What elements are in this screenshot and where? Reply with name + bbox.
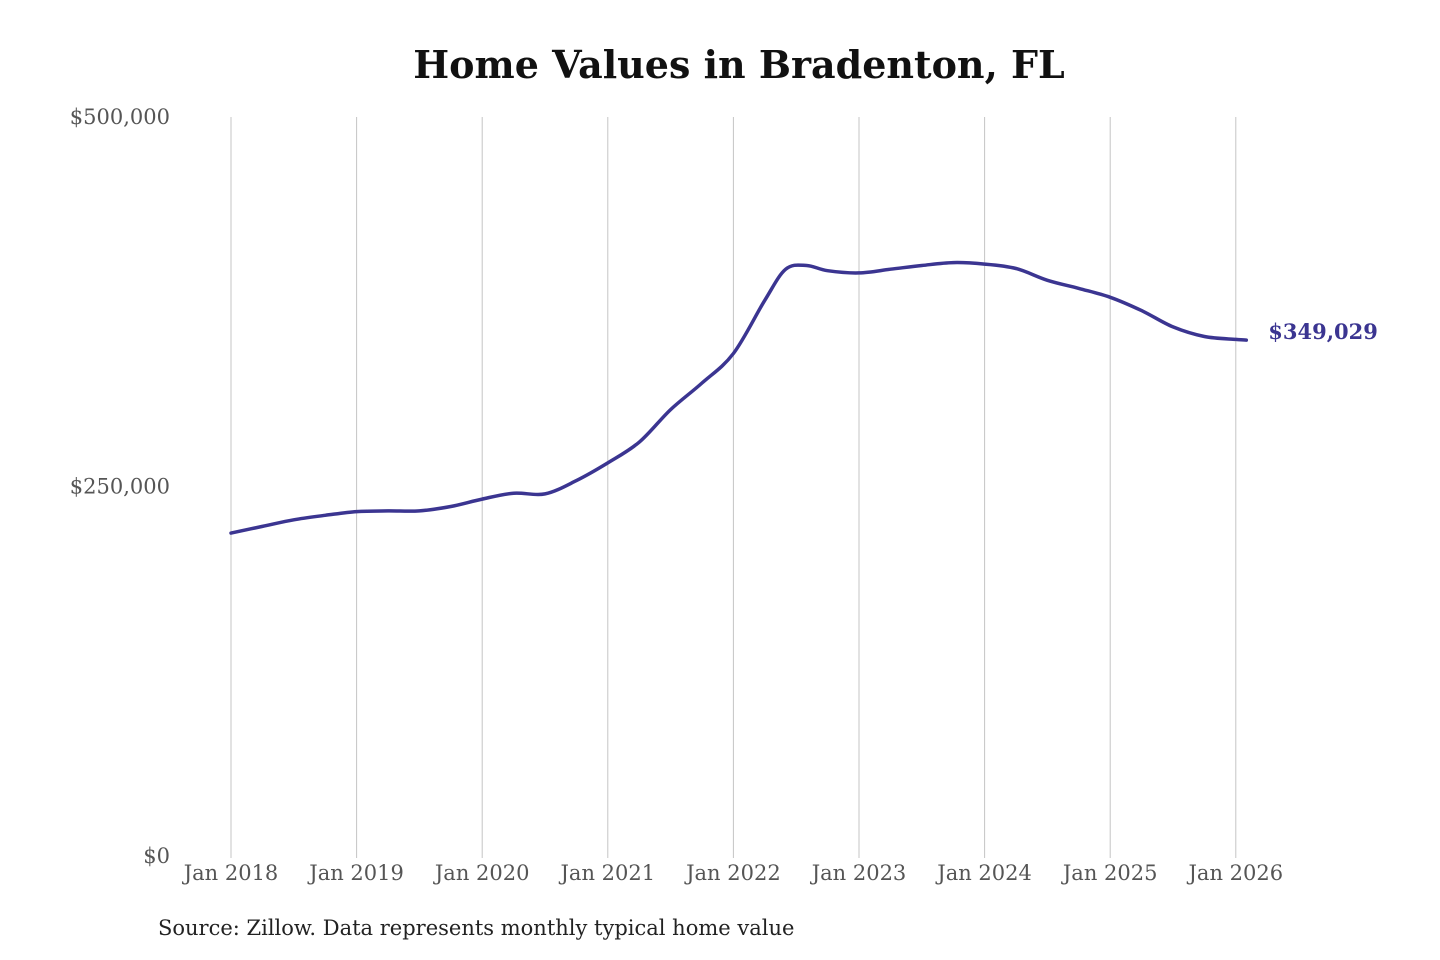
y-tick-label: $0 bbox=[143, 844, 170, 868]
x-tick-label: Jan 2020 bbox=[433, 861, 530, 885]
y-tick-label: $500,000 bbox=[70, 105, 170, 129]
x-tick-label: Jan 2026 bbox=[1187, 861, 1284, 885]
x-tick-label: Jan 2018 bbox=[182, 861, 279, 885]
y-tick-label: $250,000 bbox=[70, 475, 170, 499]
x-tick-label: Jan 2025 bbox=[1061, 861, 1158, 885]
x-tick-label: Jan 2023 bbox=[810, 861, 907, 885]
x-axis-tick-labels: Jan 2018 Jan 2019 Jan 2020 Jan 2021 Jan 2022… bbox=[182, 861, 1283, 885]
gridlines bbox=[230, 117, 1237, 858]
y-axis-tick-labels: $0 $250,000 $500,000 bbox=[70, 105, 170, 868]
end-value-label: $349,029 bbox=[1268, 319, 1378, 344]
x-tick-label: Jan 2022 bbox=[684, 861, 781, 885]
x-tick-label: Jan 2021 bbox=[559, 861, 656, 885]
series-line bbox=[229, 260, 1249, 535]
x-tick-label: Jan 2024 bbox=[935, 861, 1032, 885]
source-note: Source: Zillow. Data represents monthly … bbox=[158, 916, 795, 940]
chart-title: Home Values in Bradenton, FL bbox=[413, 42, 1065, 87]
x-tick-label: Jan 2019 bbox=[307, 861, 404, 885]
